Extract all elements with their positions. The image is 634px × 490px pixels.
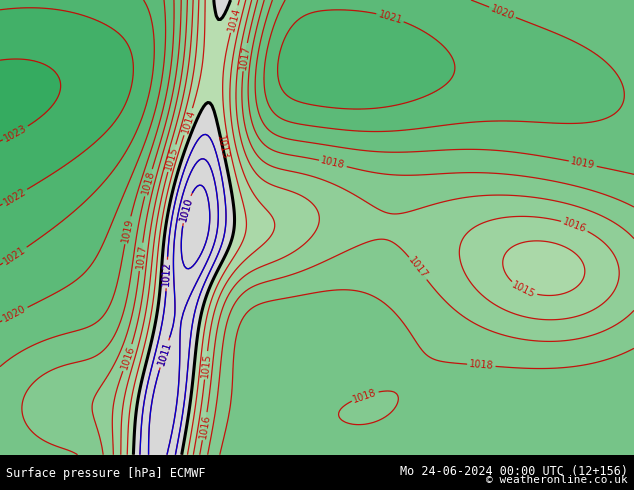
Text: © weatheronline.co.uk: © weatheronline.co.uk [486, 475, 628, 485]
Text: Surface pressure [hPa] ECMWF: Surface pressure [hPa] ECMWF [6, 467, 206, 480]
Text: 1022: 1022 [2, 186, 28, 207]
Text: 1023: 1023 [3, 123, 29, 144]
Text: 1015: 1015 [200, 352, 212, 378]
Text: 1016: 1016 [561, 217, 588, 235]
Text: 1020: 1020 [2, 304, 28, 324]
Text: 1015: 1015 [164, 145, 180, 172]
Text: Mo 24-06-2024 00:00 UTC (12+156): Mo 24-06-2024 00:00 UTC (12+156) [399, 465, 628, 478]
Text: 1011: 1011 [156, 341, 173, 367]
Text: 1014: 1014 [226, 6, 242, 32]
Text: 1015: 1015 [510, 280, 537, 300]
Text: 1012: 1012 [161, 262, 172, 287]
Text: 1018: 1018 [352, 387, 378, 404]
Text: 1016: 1016 [198, 413, 212, 439]
Text: 1017: 1017 [134, 244, 148, 270]
Text: 1010: 1010 [178, 196, 195, 222]
Text: 1019: 1019 [570, 156, 596, 171]
Text: 1017: 1017 [238, 44, 252, 70]
Text: 1019: 1019 [120, 217, 135, 243]
Text: 1013: 1013 [215, 134, 230, 160]
Text: 1021: 1021 [2, 244, 28, 266]
Text: 1016: 1016 [119, 344, 136, 371]
Text: 1011: 1011 [156, 341, 173, 367]
Text: 1012: 1012 [161, 262, 172, 287]
Text: 1018: 1018 [320, 156, 346, 171]
Text: 1021: 1021 [377, 9, 403, 25]
Text: 1010: 1010 [178, 196, 195, 222]
Text: 1020: 1020 [489, 3, 516, 22]
Text: 1018: 1018 [140, 170, 157, 196]
Text: 1017: 1017 [406, 255, 429, 281]
Text: 1014: 1014 [180, 109, 197, 135]
Text: 1018: 1018 [469, 359, 494, 371]
